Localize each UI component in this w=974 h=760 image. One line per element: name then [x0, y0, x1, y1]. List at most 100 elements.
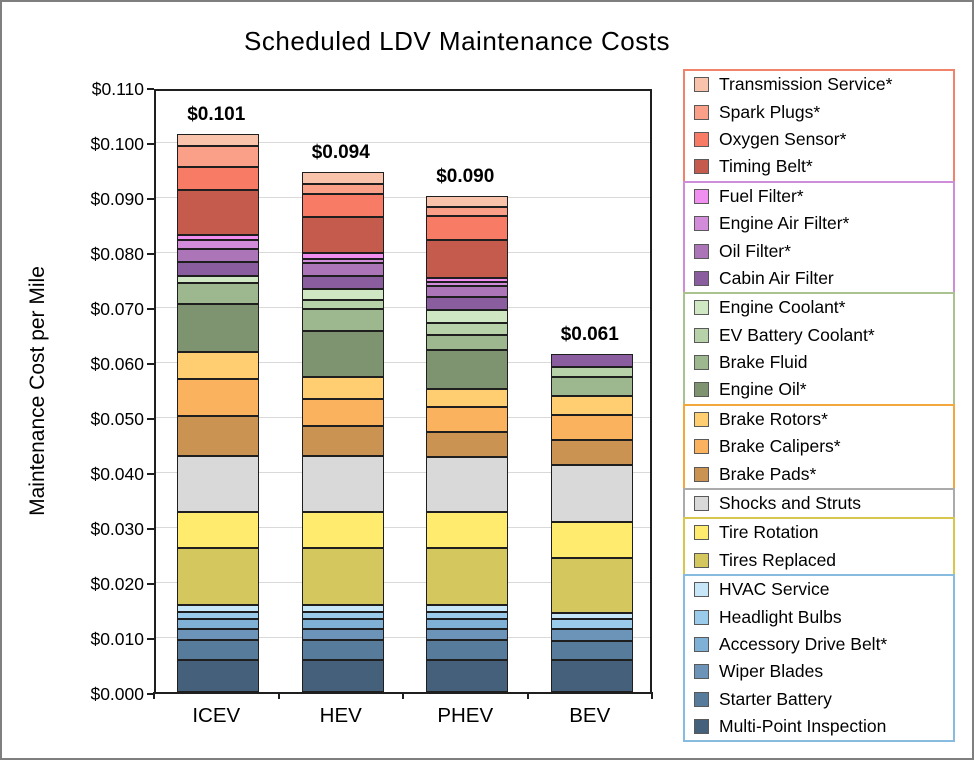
bar-segment-bev: [550, 396, 633, 416]
legend-item-label: Timing Belt*: [719, 156, 813, 177]
legend-item: Tire Rotation: [685, 519, 953, 546]
legend-color-swatch: [694, 300, 709, 316]
y-tick-mark: [147, 253, 154, 255]
bar-segment-bev: [550, 465, 633, 523]
legend-color-swatch: [694, 691, 709, 707]
y-tick-mark: [147, 363, 154, 365]
bar-segment-icev: [177, 660, 260, 692]
x-axis-label-hev: HEV: [319, 704, 362, 727]
legend-item-label: Shocks and Struts: [719, 493, 862, 514]
legend-item-label: Fuel Filter*: [719, 185, 804, 206]
bar-segment-hev: [301, 183, 384, 194]
legend-color-swatch: [694, 609, 709, 625]
gridline: [156, 197, 650, 198]
legend-color-swatch: [694, 355, 709, 371]
bar-total-label: $0.101: [187, 103, 246, 125]
bar-total-label: $0.094: [311, 142, 370, 164]
x-tick-mark: [402, 692, 404, 699]
bar-segment-bev: [550, 557, 633, 614]
legend-item-label: Oxygen Sensor*: [719, 128, 847, 149]
legend-color-swatch: [694, 159, 709, 175]
gridline: [156, 307, 650, 308]
bar-segment-hev: [301, 253, 384, 260]
legend-item-label: Cabin Air Filter: [719, 267, 834, 288]
legend-item: Engine Coolant*: [685, 294, 953, 321]
bar-segment-phev: [426, 605, 509, 612]
legend-item: Accessory Drive Belt*: [685, 631, 953, 658]
legend-group: Engine Coolant* EV Battery Coolant* Brake …: [683, 292, 955, 406]
legend-item: Fuel Filter*: [685, 183, 953, 210]
bar-segment-phev: [426, 322, 509, 335]
bar-segment-hev: [301, 455, 384, 512]
legend-item: Multi-Point Inspection: [685, 713, 953, 740]
legend-item-label: Engine Oil*: [719, 379, 807, 400]
bar-segment-icev: [177, 629, 260, 641]
gridline: [156, 252, 650, 253]
legend-color-swatch: [694, 188, 709, 204]
bar-segment-icev: [177, 189, 260, 235]
legend-color-swatch: [694, 327, 709, 343]
bar-segment-phev: [426, 296, 509, 311]
bar-segment-icev: [177, 276, 260, 284]
legend: Transmission Service* Spark Plugs* Oxygen …: [683, 69, 955, 743]
y-tick-label: $0.100: [90, 134, 144, 154]
bar-segment-phev: [426, 629, 509, 641]
legend-item-label: Engine Coolant*: [719, 297, 846, 318]
legend-item: Starter Battery: [685, 686, 953, 713]
chart-title: Scheduled LDV Maintenance Costs: [244, 26, 670, 56]
bar-total-label: $0.090: [436, 166, 495, 188]
legend-item: Engine Oil*: [685, 376, 953, 403]
legend-color-swatch: [694, 411, 709, 427]
bar-segment-phev: [426, 432, 509, 457]
bar-segment-icev: [177, 619, 260, 630]
legend-item-label: HVAC Service: [719, 579, 830, 600]
bar-segment-hev: [301, 308, 384, 331]
legend-item: Oil Filter*: [685, 237, 953, 264]
gridline: [156, 582, 650, 583]
legend-color-swatch: [694, 439, 709, 455]
bar-segment-hev: [301, 605, 384, 612]
bar-segment-bev: [550, 439, 633, 466]
bar-segment-hev: [301, 172, 384, 184]
legend-item-label: Starter Battery: [719, 688, 832, 709]
bar-segment-bev: [550, 353, 633, 367]
bar-segment-bev: [550, 613, 633, 620]
bar-segment-bev: [550, 415, 633, 440]
legend-item: Transmission Service*: [685, 71, 953, 98]
y-tick-mark: [147, 418, 154, 420]
bar-segment-bev: [550, 628, 633, 641]
legend-item-label: Brake Fluid: [719, 352, 808, 373]
bar-segment-icev: [177, 145, 260, 167]
legend-item-label: Tires Replaced: [719, 549, 837, 570]
y-tick-label: $0.040: [90, 464, 144, 484]
bar-segment-bev: [550, 366, 633, 377]
y-tick-label: $0.070: [90, 299, 144, 319]
y-tick-mark: [147, 143, 154, 145]
bar-segment-bev: [550, 522, 633, 558]
bar-segment-hev: [301, 263, 384, 276]
legend-item: Shocks and Struts: [685, 490, 953, 517]
legend-item-label: Spark Plugs*: [719, 101, 821, 122]
bar-segment-bev: [550, 660, 633, 692]
legend-item: EV Battery Coolant*: [685, 322, 953, 349]
bar-segment-hev: [301, 275, 384, 289]
legend-color-swatch: [694, 582, 709, 598]
legend-item-label: Headlight Bulbs: [719, 606, 842, 627]
bar-segment-bev: [550, 376, 633, 397]
bar-segment-phev: [426, 456, 509, 512]
legend-group: Shocks and Struts: [683, 487, 955, 520]
legend-item: Tires Replaced: [685, 547, 953, 574]
y-tick-mark: [147, 638, 154, 640]
legend-item: Headlight Bulbs: [685, 603, 953, 630]
legend-item-label: Transmission Service*: [719, 74, 893, 95]
bar-segment-phev: [426, 349, 509, 389]
legend-color-swatch: [694, 243, 709, 259]
bar-segment-phev: [426, 282, 509, 286]
bar-segment-icev: [177, 304, 260, 353]
bar-segment-hev: [301, 611, 384, 620]
legend-color-swatch: [694, 637, 709, 652]
legend-item-label: Brake Pads*: [719, 463, 817, 484]
bar-segment-icev: [177, 611, 260, 620]
bar-segment-icev: [177, 548, 260, 606]
bar-segment-hev: [301, 660, 384, 692]
